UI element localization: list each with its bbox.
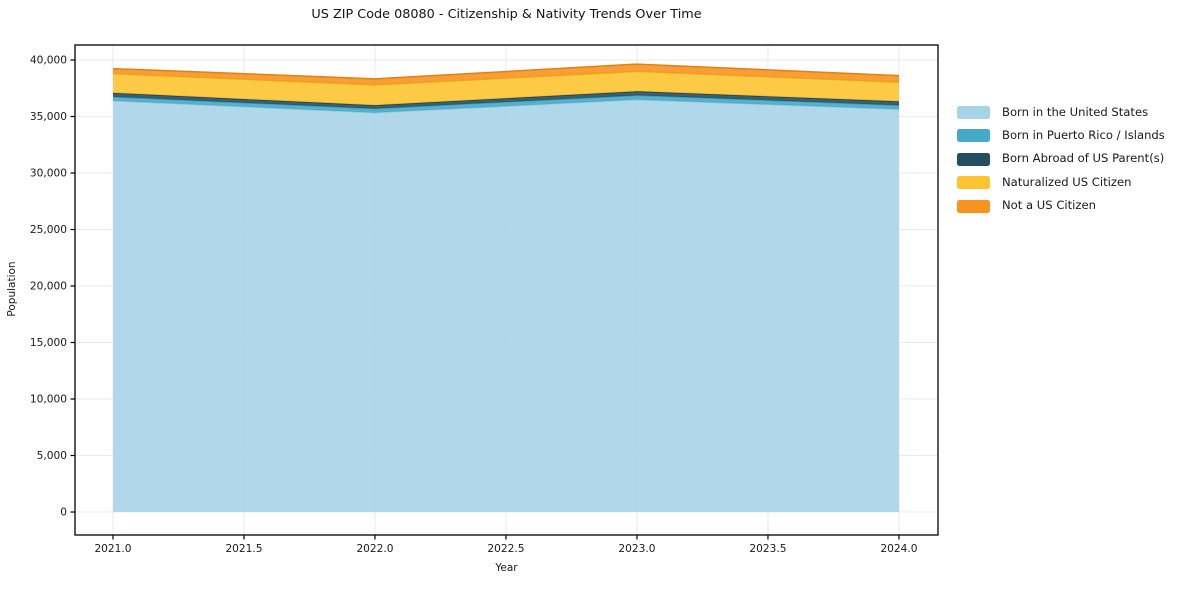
y-tick-label: 35,000 bbox=[30, 111, 67, 123]
area-born-in-puerto-rico-islands bbox=[113, 95, 899, 113]
x-tick-label: 2024.0 bbox=[880, 543, 917, 555]
x-tick-label: 2023.0 bbox=[618, 543, 655, 555]
x-tick-label: 2021.5 bbox=[225, 543, 262, 555]
legend-item: Born Abroad of US Parent(s) bbox=[957, 151, 1165, 166]
y-tick-label: 40,000 bbox=[30, 55, 67, 67]
x-tick-label: 2022.0 bbox=[356, 543, 393, 555]
legend-swatch bbox=[957, 106, 990, 119]
y-tick-label: 30,000 bbox=[30, 168, 67, 180]
y-tick-label: 15,000 bbox=[30, 337, 67, 349]
legend-item: Born in the United States bbox=[957, 106, 1165, 119]
legend-item: Not a US Citizen bbox=[957, 198, 1165, 213]
legend-label: Born Abroad of US Parent(s) bbox=[1002, 151, 1165, 166]
x-tick-label: 2022.5 bbox=[487, 543, 524, 555]
legend-swatch bbox=[957, 176, 990, 190]
y-tick-label: 0 bbox=[60, 507, 67, 519]
area-born-in-the-united-states bbox=[113, 99, 899, 512]
legend-label: Born in the United States bbox=[1002, 104, 1149, 119]
legend-item: Naturalized US Citizen bbox=[957, 174, 1165, 190]
y-tick-label: 25,000 bbox=[30, 224, 67, 236]
y-tick-label: 10,000 bbox=[30, 394, 67, 406]
area-edge bbox=[112, 63, 900, 80]
legend-label: Naturalized US Citizen bbox=[1002, 174, 1132, 189]
y-tick-label: 20,000 bbox=[30, 281, 67, 293]
y-tick-label: 5,000 bbox=[37, 450, 68, 462]
legend-label: Not a US Citizen bbox=[1002, 198, 1096, 213]
legend-label: Born in Puerto Rico / Islands bbox=[1002, 128, 1165, 143]
x-tick-label: 2023.5 bbox=[749, 543, 786, 555]
area-naturalized-us-citizen bbox=[113, 71, 899, 106]
chart-title: US ZIP Code 08080 - Citizenship & Nativi… bbox=[311, 7, 702, 22]
area-born-abroad-of-us-parent-s- bbox=[113, 91, 899, 109]
legend-swatch bbox=[957, 199, 990, 213]
x-tick-label: 2021.0 bbox=[94, 543, 131, 555]
legend-swatch bbox=[957, 152, 990, 166]
x-axis-label: Year bbox=[495, 562, 518, 574]
area-not-a-us-citizen bbox=[113, 64, 899, 85]
legend: Born in the United States Born in Puerto … bbox=[957, 106, 1165, 213]
legend-swatch bbox=[957, 129, 990, 143]
legend-item: Born in Puerto Rico / Islands bbox=[957, 128, 1165, 143]
